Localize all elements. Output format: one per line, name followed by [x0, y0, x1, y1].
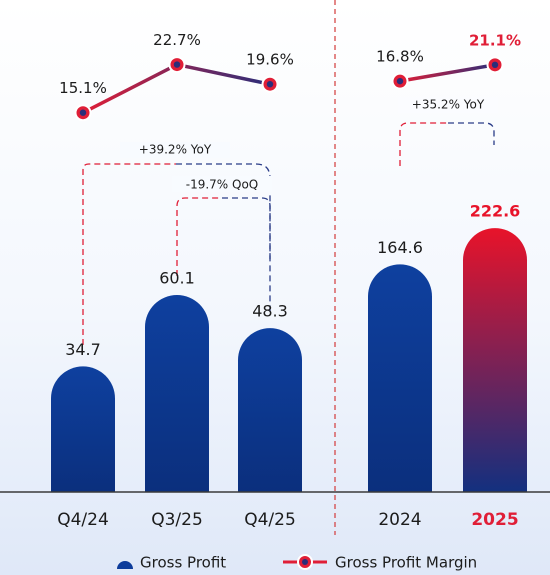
bar — [463, 228, 527, 492]
margin-line — [398, 63, 497, 83]
bar-value-label: 34.7 — [65, 340, 101, 359]
annotation-bg — [398, 97, 498, 113]
x-tick-label: Q4/24 — [57, 510, 109, 530]
margin-label: 21.1% — [469, 31, 521, 49]
margin-label: 15.1% — [59, 79, 107, 97]
legend-icon — [117, 561, 133, 569]
annotation: -19.7% QoQ — [186, 178, 259, 192]
margin-point-core — [491, 61, 499, 69]
bar — [145, 295, 209, 492]
bar — [51, 366, 115, 492]
connector — [448, 122, 495, 145]
margin-label: 19.6% — [246, 51, 294, 69]
bar — [368, 264, 432, 492]
legend-label: Gross Profit — [140, 554, 226, 572]
x-tick-label: Q3/25 — [151, 510, 203, 530]
margin-point-core — [173, 61, 181, 68]
connector — [399, 122, 448, 166]
annotation-bg — [172, 176, 272, 192]
margin-point-core — [266, 81, 274, 88]
connector — [222, 197, 271, 260]
x-tick-label: 2024 — [378, 510, 421, 530]
bar-value-label: 60.1 — [159, 269, 195, 288]
margin-point-core — [79, 109, 87, 116]
bar-value-label: 222.6 — [470, 202, 521, 221]
margin-label: 16.8% — [376, 48, 424, 66]
bar — [238, 328, 302, 492]
connector — [82, 163, 176, 345]
legend-label: Gross Profit Margin — [335, 554, 477, 572]
margin-label: 22.7% — [153, 31, 201, 49]
bar-value-label: 164.6 — [377, 238, 423, 257]
bar-value-label: 48.3 — [252, 302, 288, 321]
margin-point-core — [396, 77, 404, 85]
annotation: +35.2% YoY — [412, 98, 485, 112]
connector — [176, 197, 222, 276]
annotation: +39.2% YoY — [139, 143, 212, 157]
x-tick-label: 2025 — [471, 510, 518, 530]
x-tick-label: Q4/25 — [244, 510, 296, 530]
legend-icon — [302, 559, 308, 565]
annotation-bg — [120, 142, 230, 158]
